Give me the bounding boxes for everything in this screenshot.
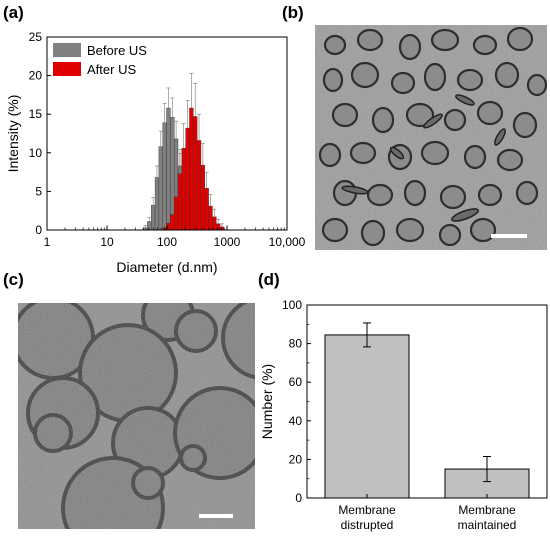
bar-before-us	[151, 205, 156, 231]
legend-label: Before US	[87, 43, 147, 58]
bar-after-us	[177, 173, 183, 231]
y-axis-label: Intensity (%)	[5, 95, 21, 173]
panel-label-b: (b)	[282, 3, 304, 22]
bar-after-us	[173, 196, 179, 231]
x-tick-label: 100	[157, 235, 177, 249]
y-tick-label: 40	[289, 414, 303, 428]
y-tick-label: 15	[29, 107, 43, 121]
y-tick-label: 0	[295, 491, 302, 505]
y-axis-label: Number (%)	[259, 364, 275, 439]
bar-after-us	[189, 107, 194, 231]
bar-before-us	[154, 177, 160, 231]
flattened-vesicle-group	[341, 94, 506, 222]
y-tick-label: 0	[35, 223, 42, 237]
x-tick-label: 10,000	[269, 235, 306, 249]
bar-after-us	[196, 140, 202, 231]
scale-bar	[199, 514, 233, 518]
bar-before-us	[177, 165, 183, 231]
category-label: distrupted	[341, 518, 394, 532]
bar-before-us	[170, 117, 175, 231]
x-tick-label: 1000	[214, 235, 241, 249]
x-tick-label: 10	[100, 235, 114, 249]
x-axis-label: Diameter (d.nm)	[116, 259, 217, 275]
bar-before-us	[189, 223, 194, 231]
bar-after-us	[181, 147, 186, 231]
bar-before-us	[185, 212, 190, 231]
bar-after-us	[193, 116, 198, 231]
panel-label-d: (d)	[258, 270, 280, 289]
bar-after-us	[208, 205, 213, 231]
bar-after-us	[162, 227, 167, 231]
bar-before-us	[173, 138, 179, 231]
category-label: Membrane	[458, 503, 516, 517]
bar-0	[324, 334, 410, 499]
bar-after-us	[219, 226, 225, 231]
bar-after-us	[200, 164, 205, 231]
y-tick-label: 60	[289, 375, 303, 389]
legend-swatch	[53, 43, 81, 57]
y-tick-label: 10	[29, 146, 43, 160]
y-tick-label: 25	[29, 30, 43, 44]
panel-label-a: (a)	[3, 3, 24, 22]
category-label: Membrane	[338, 503, 396, 517]
scale-bar	[491, 234, 527, 238]
bar-before-us	[158, 146, 163, 231]
y-tick-label: 20	[29, 69, 43, 83]
bar-after-us	[170, 214, 175, 231]
y-tick-label: 100	[282, 298, 302, 312]
category-label: maintained	[458, 518, 517, 532]
cryo-em-image-c	[18, 303, 255, 529]
bar-after-us	[166, 222, 171, 231]
cryo-em-image-b	[315, 25, 547, 250]
bar-after-us	[204, 188, 209, 231]
y-tick-label: 80	[289, 337, 303, 351]
bar-after-us	[212, 216, 217, 231]
bar-before-us	[181, 191, 186, 231]
bar-before-us	[162, 122, 167, 231]
bar-after-us	[216, 223, 221, 231]
bar-after-us	[185, 127, 190, 231]
bar-before-us	[147, 221, 152, 231]
vesicle-group	[318, 26, 547, 247]
y-tick-label: 20	[289, 452, 303, 466]
bar-before-us	[193, 228, 198, 231]
bar-1	[444, 468, 530, 499]
bar-before-us	[143, 227, 148, 231]
plot-frame	[306, 304, 548, 499]
plot-frame	[46, 36, 288, 231]
legend-swatch	[53, 62, 81, 76]
y-tick-label: 5	[35, 184, 42, 198]
panel-label-c: (c)	[3, 270, 24, 289]
x-tick-label: 1	[44, 235, 51, 249]
bar-before-us	[166, 107, 171, 231]
legend-label: After US	[87, 62, 136, 77]
